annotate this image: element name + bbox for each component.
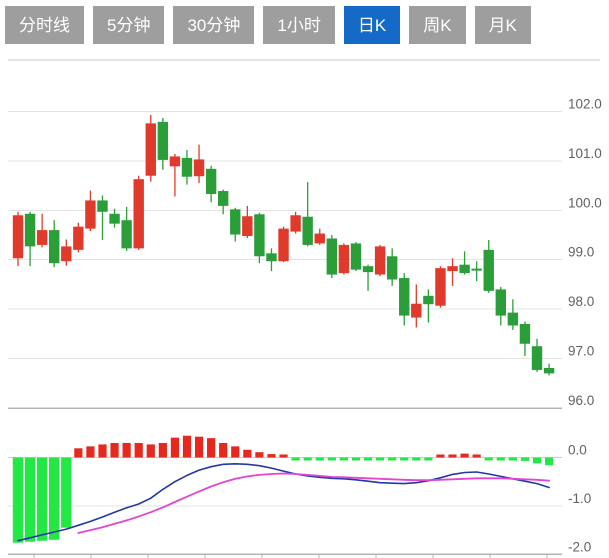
tab-30min[interactable]: 30分钟 [173,6,255,44]
tab-5min[interactable]: 5分钟 [93,6,165,44]
grid-layer [8,59,600,558]
tab-timeline[interactable]: 分时线 [5,6,84,44]
dea-line [77,472,550,534]
tab-weekly-k[interactable]: 周K [409,6,466,44]
tab-monthly-k[interactable]: 月K [474,6,531,44]
svg-text:98.0: 98.0 [568,294,594,309]
y-axis-labels: 102.0 101.0 100.0 99.0 98.0 97.0 96.0 0.0 -1.0 -2… [568,96,602,554]
svg-text:97.0: 97.0 [568,344,594,359]
macd-histogram [12,435,554,543]
svg-text:0.0: 0.0 [568,443,587,458]
svg-text:-2.0: -2.0 [568,539,591,554]
dif-line [17,462,550,542]
svg-text:100.0: 100.0 [568,195,602,210]
svg-text:99.0: 99.0 [568,245,594,260]
period-tabbar: 分时线 5分钟 30分钟 1小时 日K 周K 月K [5,6,531,44]
svg-text:-1.0: -1.0 [568,491,591,506]
tab-1hour[interactable]: 1小时 [263,6,335,44]
tab-daily-k[interactable]: 日K [343,6,401,44]
svg-text:102.0: 102.0 [568,96,602,111]
svg-text:96.0: 96.0 [568,393,594,408]
candles-layer [12,114,555,376]
svg-text:101.0: 101.0 [568,146,602,161]
